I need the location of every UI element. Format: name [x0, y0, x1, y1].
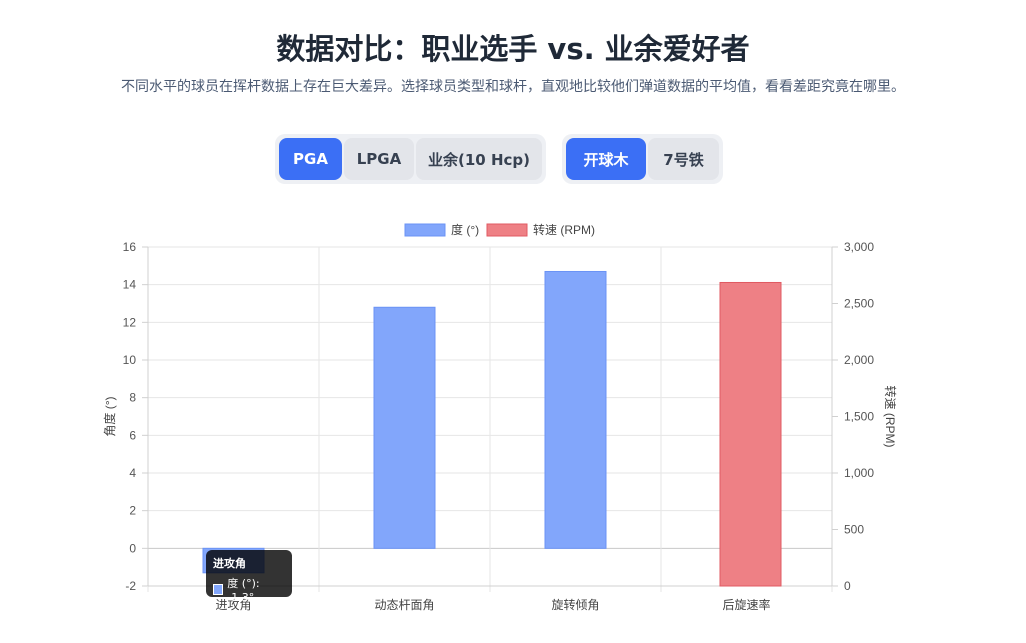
y-left-tick-label: 8 [129, 391, 136, 405]
legend-label-degree: 度 (°) [451, 222, 479, 237]
y-right-tick-label: 3,000 [844, 240, 874, 254]
club-type-toggle: 开球木 7号铁 [562, 134, 723, 184]
bar-rpm [719, 281, 782, 587]
x-tick-label: 动态杆面角 [374, 598, 434, 612]
x-tick-label: 后旋速率 [722, 597, 770, 612]
y-right-tick-label: 0 [844, 579, 851, 593]
y-left-tick-label: 2 [129, 504, 136, 518]
player-option-lpga[interactable]: LPGA [344, 138, 414, 180]
y-left-tick-label: 6 [129, 428, 136, 442]
player-option-amateur[interactable]: 业余(10 Hcp) [416, 138, 542, 180]
x-tick-label: 进攻角 [215, 598, 251, 612]
tooltip-swatch [213, 584, 224, 595]
y-left-tick-label: -2 [125, 579, 136, 593]
y-right-tick-label: 1,500 [844, 410, 874, 424]
bar-degree [373, 306, 436, 549]
player-type-toggle: PGA LPGA 业余(10 Hcp) [275, 134, 546, 184]
chart-tooltip: 进攻角 度 (°): -1.3° [206, 550, 292, 604]
y-left-tick-label: 0 [129, 541, 136, 555]
y-left-tick-label: 4 [129, 466, 136, 480]
y-left-tick-label: 16 [123, 240, 137, 254]
y-left-tick-label: 10 [123, 353, 137, 367]
y-left-tick-label: 14 [123, 278, 137, 292]
bar-chart: -2 0 2 4 6 8 10 12 14 16 0 500 1,000 1,500 2,000 2,500 3… [102, 222, 898, 612]
tooltip-title: 进攻角 [213, 557, 246, 570]
legend-swatch-rpm [486, 223, 528, 237]
bar-degree [544, 270, 607, 549]
club-option-driver[interactable]: 开球木 [566, 138, 646, 180]
player-option-pga[interactable]: PGA [279, 138, 342, 180]
y-right-axis-label: 转速 (RPM) [883, 386, 898, 448]
y-right-tick-label: 2,500 [844, 297, 874, 311]
club-option-7iron[interactable]: 7号铁 [648, 138, 719, 180]
x-tick-label: 旋转倾角 [551, 597, 599, 612]
y-right-tick-label: 1,000 [844, 466, 874, 480]
y-right-tick-label: 2,000 [844, 353, 874, 367]
y-right-tick-label: 500 [844, 523, 864, 537]
y-left-axis-label: 角度 (°) [102, 396, 117, 436]
page-subtitle: 不同水平的球员在挥杆数据上存在巨大差异。选择球员类型和球杆，直观地比较他们弹道数… [121, 79, 905, 95]
y-left-tick-label: 12 [123, 315, 137, 329]
page-title: 数据对比：职业选手 vs. 业余爱好者 [276, 32, 750, 66]
legend-label-rpm: 转速 (RPM) [533, 222, 595, 237]
legend-swatch-degree [404, 223, 446, 237]
tooltip-value: 度 (°): -1.3° [227, 577, 260, 604]
